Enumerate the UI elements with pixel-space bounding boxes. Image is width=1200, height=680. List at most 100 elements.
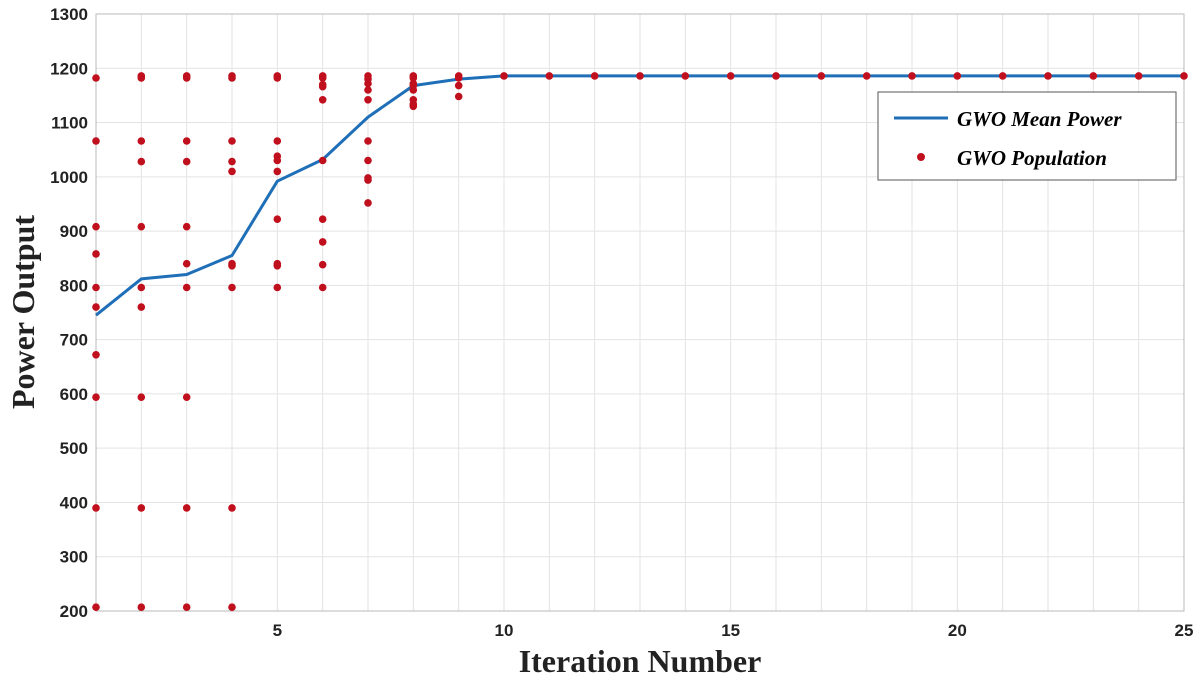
population-point (364, 79, 372, 88)
x-tick-label: 10 (495, 621, 514, 640)
population-point (1089, 72, 1098, 80)
population-point (273, 262, 282, 270)
population-point (273, 283, 282, 292)
population-point (364, 96, 372, 104)
population-point (1180, 72, 1188, 80)
population-point (862, 72, 871, 80)
population-point (318, 238, 327, 246)
population-point (454, 92, 463, 101)
population-point (454, 81, 463, 90)
population-point (137, 137, 146, 145)
y-tick-label: 1000 (50, 168, 88, 187)
population-point (228, 167, 236, 176)
population-point (137, 283, 146, 292)
population-point (318, 215, 327, 223)
x-tick-label: 5 (273, 621, 282, 640)
population-point (273, 156, 282, 165)
x-tick-label: 15 (721, 621, 740, 640)
population-point (273, 167, 282, 176)
population-point (908, 72, 916, 80)
population-point (500, 72, 508, 80)
population-point (137, 157, 146, 166)
population-point (681, 72, 690, 80)
population-point (92, 283, 100, 292)
legend-entry-population: GWO Population (957, 146, 1107, 170)
population-point (92, 603, 100, 611)
population-point (228, 603, 236, 611)
population-point (364, 176, 372, 184)
legend: GWO Mean Power GWO Population (877, 91, 1177, 181)
population-point (137, 74, 146, 82)
population-point (228, 74, 236, 82)
population-point (318, 96, 327, 104)
population-point (636, 72, 644, 80)
population-point (590, 72, 599, 80)
population-point (228, 137, 236, 145)
population-point (409, 102, 418, 111)
population-point (182, 603, 191, 611)
legend-entry-mean-power: GWO Mean Power (957, 107, 1122, 131)
population-point (454, 74, 463, 82)
population-point (273, 137, 282, 145)
population-point (92, 351, 100, 359)
population-point (545, 72, 554, 80)
population-point (137, 303, 146, 311)
population-point (998, 72, 1007, 80)
population-point (92, 137, 100, 145)
population-point (318, 82, 327, 91)
population-point (182, 157, 191, 166)
population-point (273, 74, 282, 82)
population-point (409, 74, 418, 82)
population-point (364, 137, 372, 145)
population-point (228, 504, 236, 512)
y-tick-label: 1100 (51, 114, 88, 133)
population-point (364, 199, 372, 207)
y-tick-label: 800 (60, 276, 88, 295)
population-point (953, 72, 962, 80)
points-layer (92, 72, 1188, 611)
population-point (92, 303, 100, 311)
population-point (228, 262, 236, 270)
population-point (137, 393, 146, 402)
y-axis-label: Power Output (5, 215, 41, 409)
population-point (92, 250, 100, 258)
population-point (228, 157, 236, 166)
population-point (92, 222, 100, 231)
population-point (137, 222, 146, 231)
population-point (137, 603, 146, 611)
population-point (1134, 72, 1143, 80)
y-tick-label: 500 (60, 439, 88, 458)
population-point (273, 215, 282, 223)
population-point (772, 72, 780, 80)
y-tick-label: 700 (60, 331, 88, 350)
legend-dot-swatch (917, 153, 925, 161)
population-point (364, 156, 372, 165)
y-axis-ticks: 200 300 400 500 600 700 800 900 1000 1100 1200 1300 (50, 5, 88, 621)
population-point (817, 72, 826, 80)
population-point (182, 222, 191, 231)
population-point (137, 504, 146, 512)
y-tick-label: 600 (60, 385, 88, 404)
x-axis-ticks: 5 10 15 20 25 (273, 621, 1194, 640)
population-point (92, 504, 100, 512)
population-point (182, 283, 191, 292)
population-point (409, 86, 418, 94)
population-point (228, 283, 236, 292)
y-tick-label: 1200 (50, 59, 88, 78)
population-point (182, 137, 191, 145)
y-tick-label: 400 (60, 493, 88, 512)
population-point (364, 86, 372, 94)
population-point (92, 74, 100, 82)
x-tick-label: 25 (1175, 621, 1194, 640)
y-tick-label: 300 (60, 548, 88, 567)
population-point (92, 393, 100, 402)
population-point (318, 260, 327, 269)
plot-frame (95, 13, 1185, 612)
y-tick-label: 200 (60, 602, 88, 621)
x-tick-label: 20 (948, 621, 967, 640)
legend-box (877, 91, 1177, 181)
y-tick-label: 900 (60, 222, 88, 241)
population-point (1044, 72, 1052, 80)
x-axis-label: Iteration Number (519, 643, 762, 679)
